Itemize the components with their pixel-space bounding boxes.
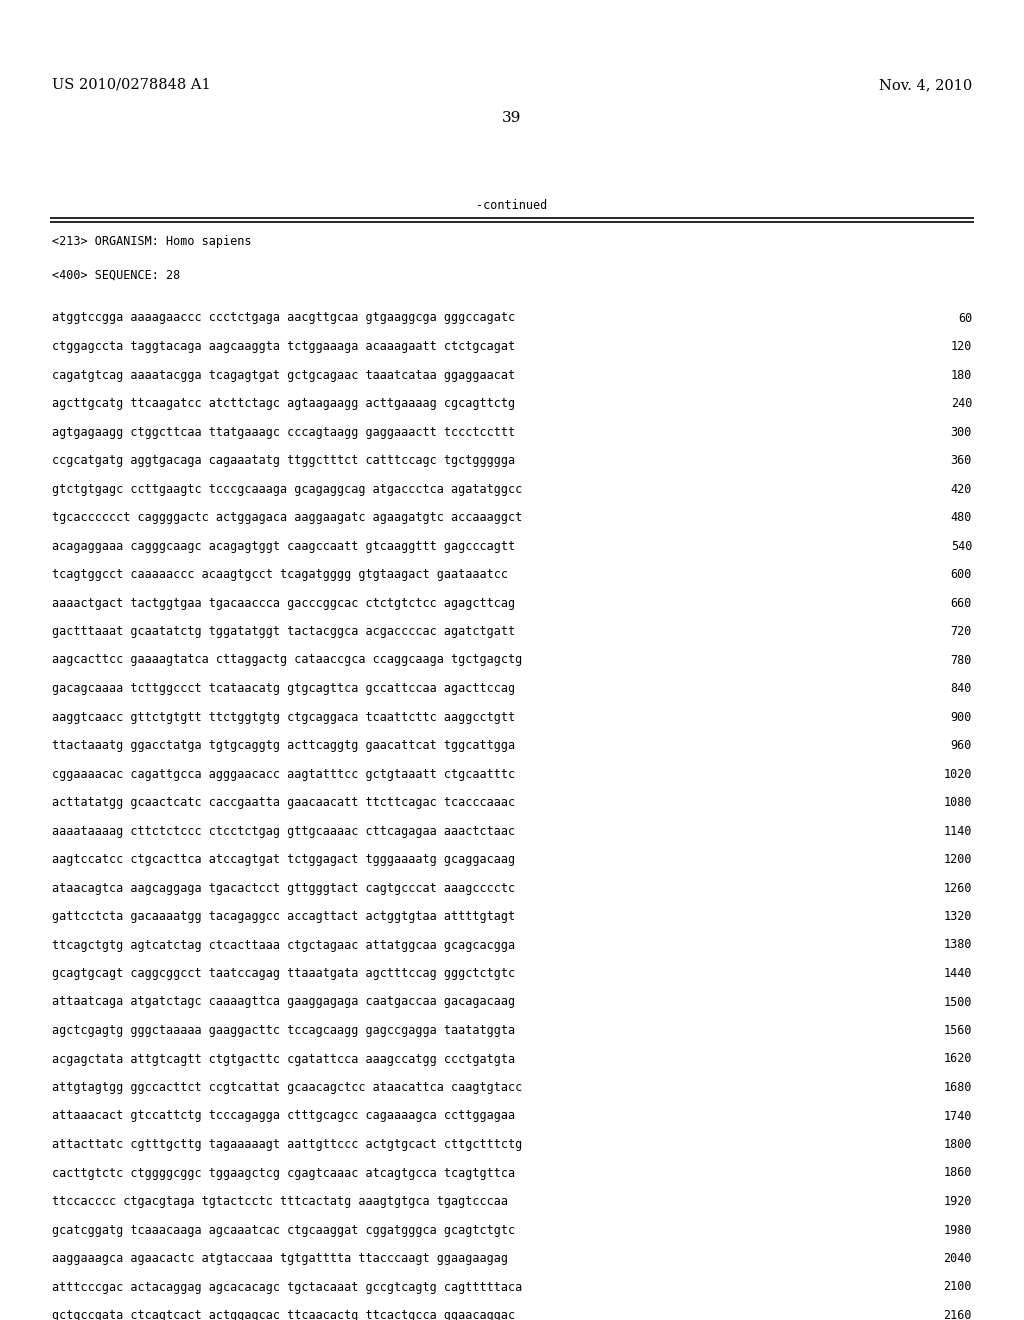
Text: ttactaaatg ggacctatga tgtgcaggtg acttcaggtg gaacattcat tggcattgga: ttactaaatg ggacctatga tgtgcaggtg acttcag…	[52, 739, 515, 752]
Text: 1980: 1980	[943, 1224, 972, 1237]
Text: attaaacact gtccattctg tcccagagga ctttgcagcc cagaaaagca ccttggagaa: attaaacact gtccattctg tcccagagga ctttgca…	[52, 1110, 515, 1122]
Text: 1560: 1560	[943, 1024, 972, 1038]
Text: 1680: 1680	[943, 1081, 972, 1094]
Text: acgagctata attgtcagtt ctgtgacttc cgatattcca aaagccatgg ccctgatgta: acgagctata attgtcagtt ctgtgacttc cgatatt…	[52, 1052, 515, 1065]
Text: gctgccgata ctcagtcact actggagcac ttcaacactg ttcactgcca ggaacaggac: gctgccgata ctcagtcact actggagcac ttcaaca…	[52, 1309, 515, 1320]
Text: 2100: 2100	[943, 1280, 972, 1294]
Text: aagcacttcc gaaaagtatca cttaggactg cataaccgca ccaggcaaga tgctgagctg: aagcacttcc gaaaagtatca cttaggactg cataac…	[52, 653, 522, 667]
Text: 720: 720	[950, 624, 972, 638]
Text: 540: 540	[950, 540, 972, 553]
Text: 60: 60	[957, 312, 972, 325]
Text: 240: 240	[950, 397, 972, 411]
Text: 600: 600	[950, 568, 972, 581]
Text: gattcctcta gacaaaatgg tacagaggcc accagttact actggtgtaa attttgtagt: gattcctcta gacaaaatgg tacagaggcc accagtt…	[52, 909, 515, 923]
Text: 420: 420	[950, 483, 972, 495]
Text: 1920: 1920	[943, 1195, 972, 1208]
Text: attaatcaga atgatctagc caaaagttca gaaggagaga caatgaccaa gacagacaag: attaatcaga atgatctagc caaaagttca gaaggag…	[52, 995, 515, 1008]
Text: agcttgcatg ttcaagatcc atcttctagc agtaagaagg acttgaaaag cgcagttctg: agcttgcatg ttcaagatcc atcttctagc agtaaga…	[52, 397, 515, 411]
Text: aaggaaagca agaacactc atgtaccaaa tgtgatttta ttacccaagt ggaagaagag: aaggaaagca agaacactc atgtaccaaa tgtgattt…	[52, 1251, 508, 1265]
Text: 780: 780	[950, 653, 972, 667]
Text: acttatatgg gcaactcatc caccgaatta gaacaacatt ttcttcagac tcacccaaac: acttatatgg gcaactcatc caccgaatta gaacaac…	[52, 796, 515, 809]
Text: gcagtgcagt caggcggcct taatccagag ttaaatgata agctttccag gggctctgtc: gcagtgcagt caggcggcct taatccagag ttaaatg…	[52, 968, 515, 979]
Text: attacttatc cgtttgcttg tagaaaaagt aattgttccc actgtgcact cttgctttctg: attacttatc cgtttgcttg tagaaaaagt aattgtt…	[52, 1138, 522, 1151]
Text: ctggagccta taggtacaga aagcaaggta tctggaaaga acaaagaatt ctctgcagat: ctggagccta taggtacaga aagcaaggta tctggaa…	[52, 341, 515, 352]
Text: 300: 300	[950, 425, 972, 438]
Text: Nov. 4, 2010: Nov. 4, 2010	[879, 78, 972, 92]
Text: atggtccgga aaaagaaccc ccctctgaga aacgttgcaa gtgaaggcga gggccagatc: atggtccgga aaaagaaccc ccctctgaga aacgttg…	[52, 312, 515, 325]
Text: gactttaaat gcaatatctg tggatatggt tactacggca acgaccccac agatctgatt: gactttaaat gcaatatctg tggatatggt tactacg…	[52, 624, 515, 638]
Text: atttcccgac actacaggag agcacacagc tgctacaaat gccgtcagtg cagtttttaca: atttcccgac actacaggag agcacacagc tgctaca…	[52, 1280, 522, 1294]
Text: agtgagaagg ctggcttcaa ttatgaaagc cccagtaagg gaggaaactt tccctccttt: agtgagaagg ctggcttcaa ttatgaaagc cccagta…	[52, 425, 515, 438]
Text: 39: 39	[503, 111, 521, 125]
Text: 1860: 1860	[943, 1167, 972, 1180]
Text: acagaggaaa cagggcaagc acagagtggt caagccaatt gtcaaggttt gagcccagtt: acagaggaaa cagggcaagc acagagtggt caagcca…	[52, 540, 515, 553]
Text: US 2010/0278848 A1: US 2010/0278848 A1	[52, 78, 211, 92]
Text: 480: 480	[950, 511, 972, 524]
Text: 180: 180	[950, 368, 972, 381]
Text: 1020: 1020	[943, 767, 972, 780]
Text: 1080: 1080	[943, 796, 972, 809]
Text: 960: 960	[950, 739, 972, 752]
Text: tgcacccccct caggggactc actggagaca aaggaagatc agaagatgtc accaaaggct: tgcacccccct caggggactc actggagaca aaggaa…	[52, 511, 522, 524]
Text: 120: 120	[950, 341, 972, 352]
Text: aagtccatcc ctgcacttca atccagtgat tctggagact tgggaaaatg gcaggacaag: aagtccatcc ctgcacttca atccagtgat tctggag…	[52, 853, 515, 866]
Text: tcagtggcct caaaaaccc acaagtgcct tcagatgggg gtgtaagact gaataaatcc: tcagtggcct caaaaaccc acaagtgcct tcagatgg…	[52, 568, 508, 581]
Text: 1380: 1380	[943, 939, 972, 952]
Text: gtctgtgagc ccttgaagtc tcccgcaaaga gcagaggcag atgaccctca agatatggcc: gtctgtgagc ccttgaagtc tcccgcaaaga gcagag…	[52, 483, 522, 495]
Text: 900: 900	[950, 710, 972, 723]
Text: ttccacccc ctgacgtaga tgtactcctc tttcactatg aaagtgtgca tgagtcccaa: ttccacccc ctgacgtaga tgtactcctc tttcacta…	[52, 1195, 508, 1208]
Text: 2160: 2160	[943, 1309, 972, 1320]
Text: 1200: 1200	[943, 853, 972, 866]
Text: 840: 840	[950, 682, 972, 696]
Text: attgtagtgg ggccacttct ccgtcattat gcaacagctcc ataacattca caagtgtacc: attgtagtgg ggccacttct ccgtcattat gcaacag…	[52, 1081, 522, 1094]
Text: gcatcggatg tcaaacaaga agcaaatcac ctgcaaggat cggatgggca gcagtctgtc: gcatcggatg tcaaacaaga agcaaatcac ctgcaag…	[52, 1224, 515, 1237]
Text: <400> SEQUENCE: 28: <400> SEQUENCE: 28	[52, 268, 180, 281]
Text: cggaaaacac cagattgcca agggaacacc aagtatttcc gctgtaaatt ctgcaatttc: cggaaaacac cagattgcca agggaacacc aagtatt…	[52, 767, 515, 780]
Text: 360: 360	[950, 454, 972, 467]
Text: 1740: 1740	[943, 1110, 972, 1122]
Text: 1260: 1260	[943, 882, 972, 895]
Text: 1440: 1440	[943, 968, 972, 979]
Text: agctcgagtg gggctaaaaa gaaggacttc tccagcaagg gagccgagga taatatggta: agctcgagtg gggctaaaaa gaaggacttc tccagca…	[52, 1024, 515, 1038]
Text: aaaactgact tactggtgaa tgacaaccca gacccggcac ctctgtctcc agagcttcag: aaaactgact tactggtgaa tgacaaccca gacccgg…	[52, 597, 515, 610]
Text: 1140: 1140	[943, 825, 972, 837]
Text: ccgcatgatg aggtgacaga cagaaatatg ttggctttct catttccagc tgctggggga: ccgcatgatg aggtgacaga cagaaatatg ttggctt…	[52, 454, 515, 467]
Text: -continued: -continued	[476, 198, 548, 211]
Text: ttcagctgtg agtcatctag ctcacttaaa ctgctagaac attatggcaa gcagcacgga: ttcagctgtg agtcatctag ctcacttaaa ctgctag…	[52, 939, 515, 952]
Text: <213> ORGANISM: Homo sapiens: <213> ORGANISM: Homo sapiens	[52, 235, 252, 248]
Text: cacttgtctc ctggggcggc tggaagctcg cgagtcaaac atcagtgcca tcagtgttca: cacttgtctc ctggggcggc tggaagctcg cgagtca…	[52, 1167, 515, 1180]
Text: 660: 660	[950, 597, 972, 610]
Text: 1500: 1500	[943, 995, 972, 1008]
Text: cagatgtcag aaaatacgga tcagagtgat gctgcagaac taaatcataa ggaggaacat: cagatgtcag aaaatacgga tcagagtgat gctgcag…	[52, 368, 515, 381]
Text: 1620: 1620	[943, 1052, 972, 1065]
Text: 2040: 2040	[943, 1251, 972, 1265]
Text: ataacagtca aagcaggaga tgacactcct gttgggtact cagtgcccat aaagcccctc: ataacagtca aagcaggaga tgacactcct gttgggt…	[52, 882, 515, 895]
Text: aaggtcaacc gttctgtgtt ttctggtgtg ctgcaggaca tcaattcttc aaggcctgtt: aaggtcaacc gttctgtgtt ttctggtgtg ctgcagg…	[52, 710, 515, 723]
Text: 1320: 1320	[943, 909, 972, 923]
Text: 1800: 1800	[943, 1138, 972, 1151]
Text: gacagcaaaa tcttggccct tcataacatg gtgcagttca gccattccaa agacttccag: gacagcaaaa tcttggccct tcataacatg gtgcagt…	[52, 682, 515, 696]
Text: aaaataaaag cttctctccc ctcctctgag gttgcaaaac cttcagagaa aaactctaac: aaaataaaag cttctctccc ctcctctgag gttgcaa…	[52, 825, 515, 837]
